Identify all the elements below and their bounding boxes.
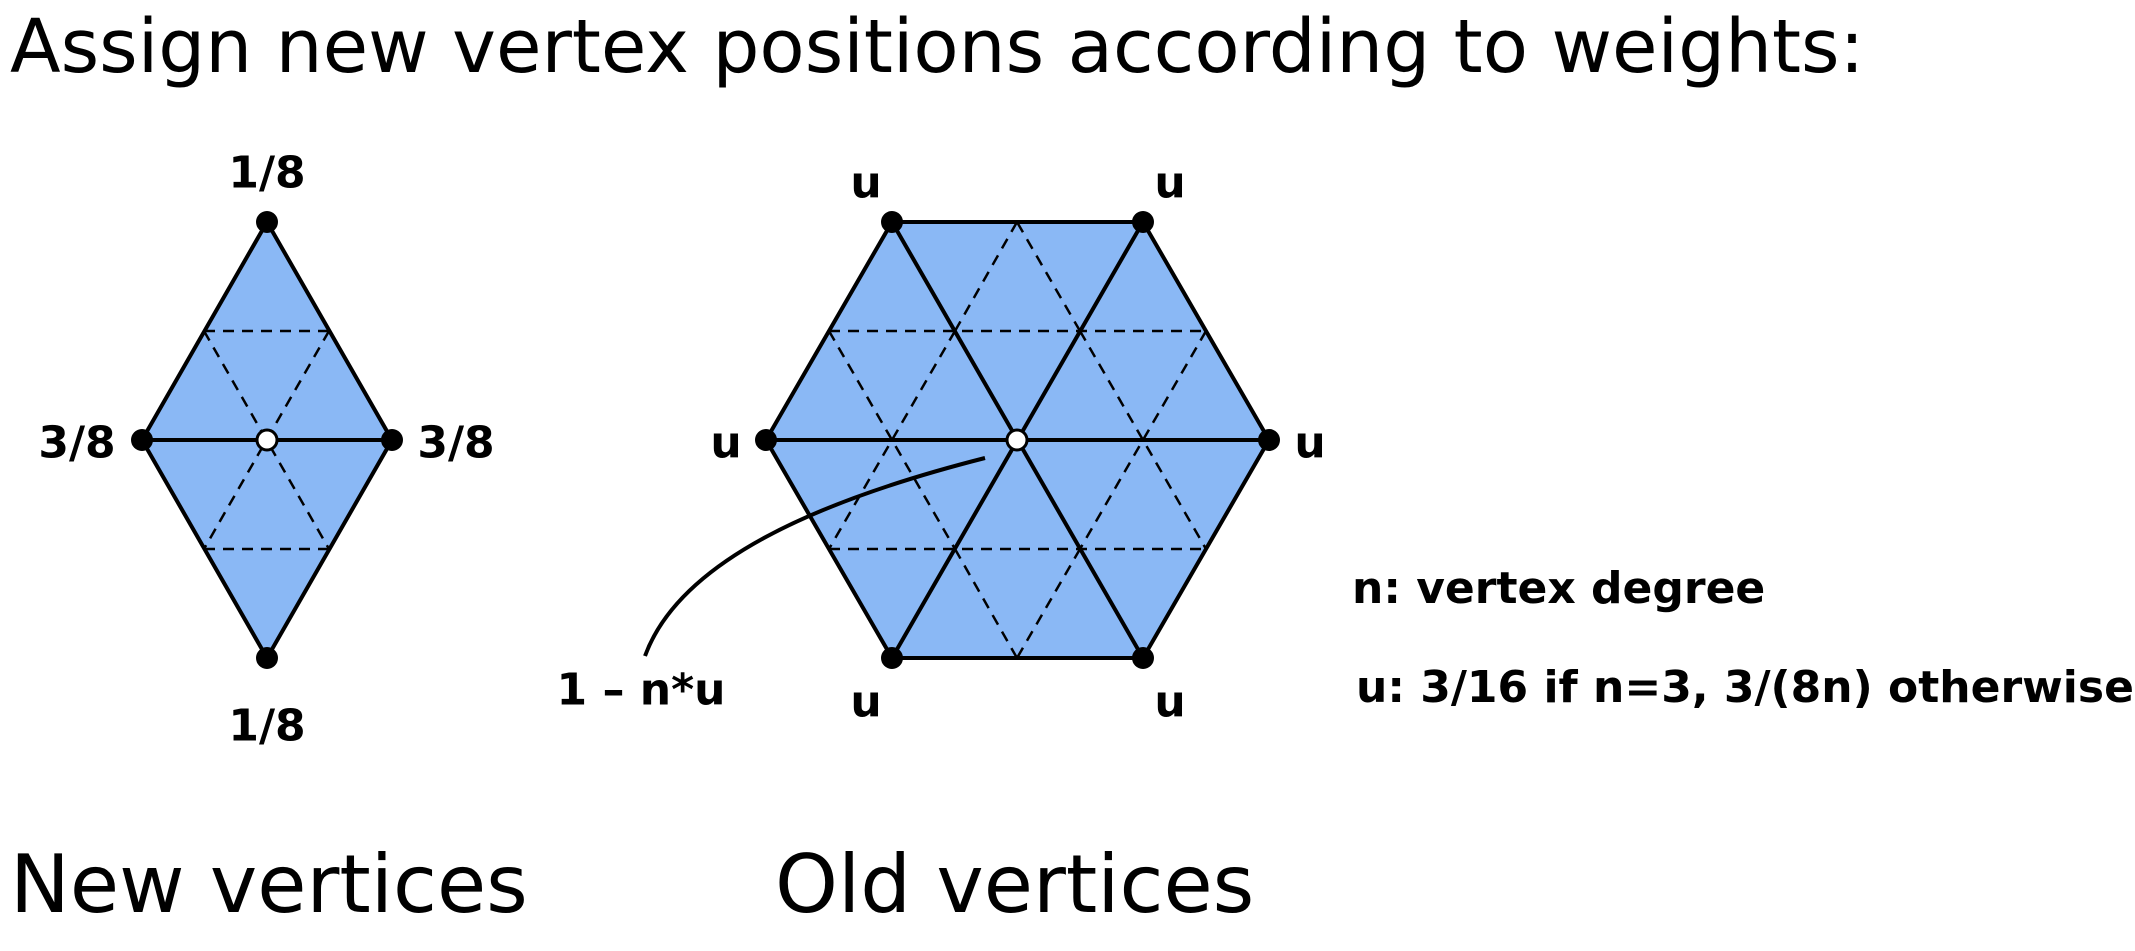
diamond-vertex-left [131,429,153,451]
hex-label-bottom-left: u [850,676,882,728]
legend-n-definition: n: vertex degree [1352,563,1766,614]
hex-vertex-top-right [1132,211,1154,233]
weight-label-top: 1/8 [228,147,306,199]
hex-label-bottom-right: u [1154,676,1186,728]
hex-center-vertex [1005,428,1029,452]
center-weight-label: 1 – n*u [556,664,726,716]
weight-label-right: 3/8 [417,417,495,469]
weight-label-bottom: 1/8 [228,700,306,752]
caption-new-vertices: New vertices [10,838,528,931]
hex-label-top-right: u [1154,157,1186,209]
hex-label-left: u [710,417,742,469]
diamond-new-vertex [255,428,279,452]
diamond-vertex-top [256,211,278,233]
weight-label-left: 3/8 [38,417,116,469]
hex-vertex-left [755,429,777,451]
new-vertex-stencil [131,211,403,669]
diamond-subdivision-lines [202,329,331,551]
slide-title: Assign new vertex positions according to… [10,4,1865,90]
hexagon-subdivision-lines [827,221,1208,659]
hex-vertex-top-left [881,211,903,233]
caption-old-vertices: Old vertices [775,838,1255,931]
diamond-vertex-right [381,429,403,451]
hex-label-top-left: u [850,157,882,209]
legend-u-definition: u: 3/16 if n=3, 3/(8n) otherwise [1356,662,2134,713]
old-vertex-stencil [643,211,1280,669]
center-weight-leader [643,456,986,657]
hex-vertex-bottom-right [1132,647,1154,669]
hex-vertex-bottom-left [881,647,903,669]
hex-label-right: u [1294,417,1326,469]
diamond-vertex-bottom [256,647,278,669]
hex-vertex-right [1258,429,1280,451]
